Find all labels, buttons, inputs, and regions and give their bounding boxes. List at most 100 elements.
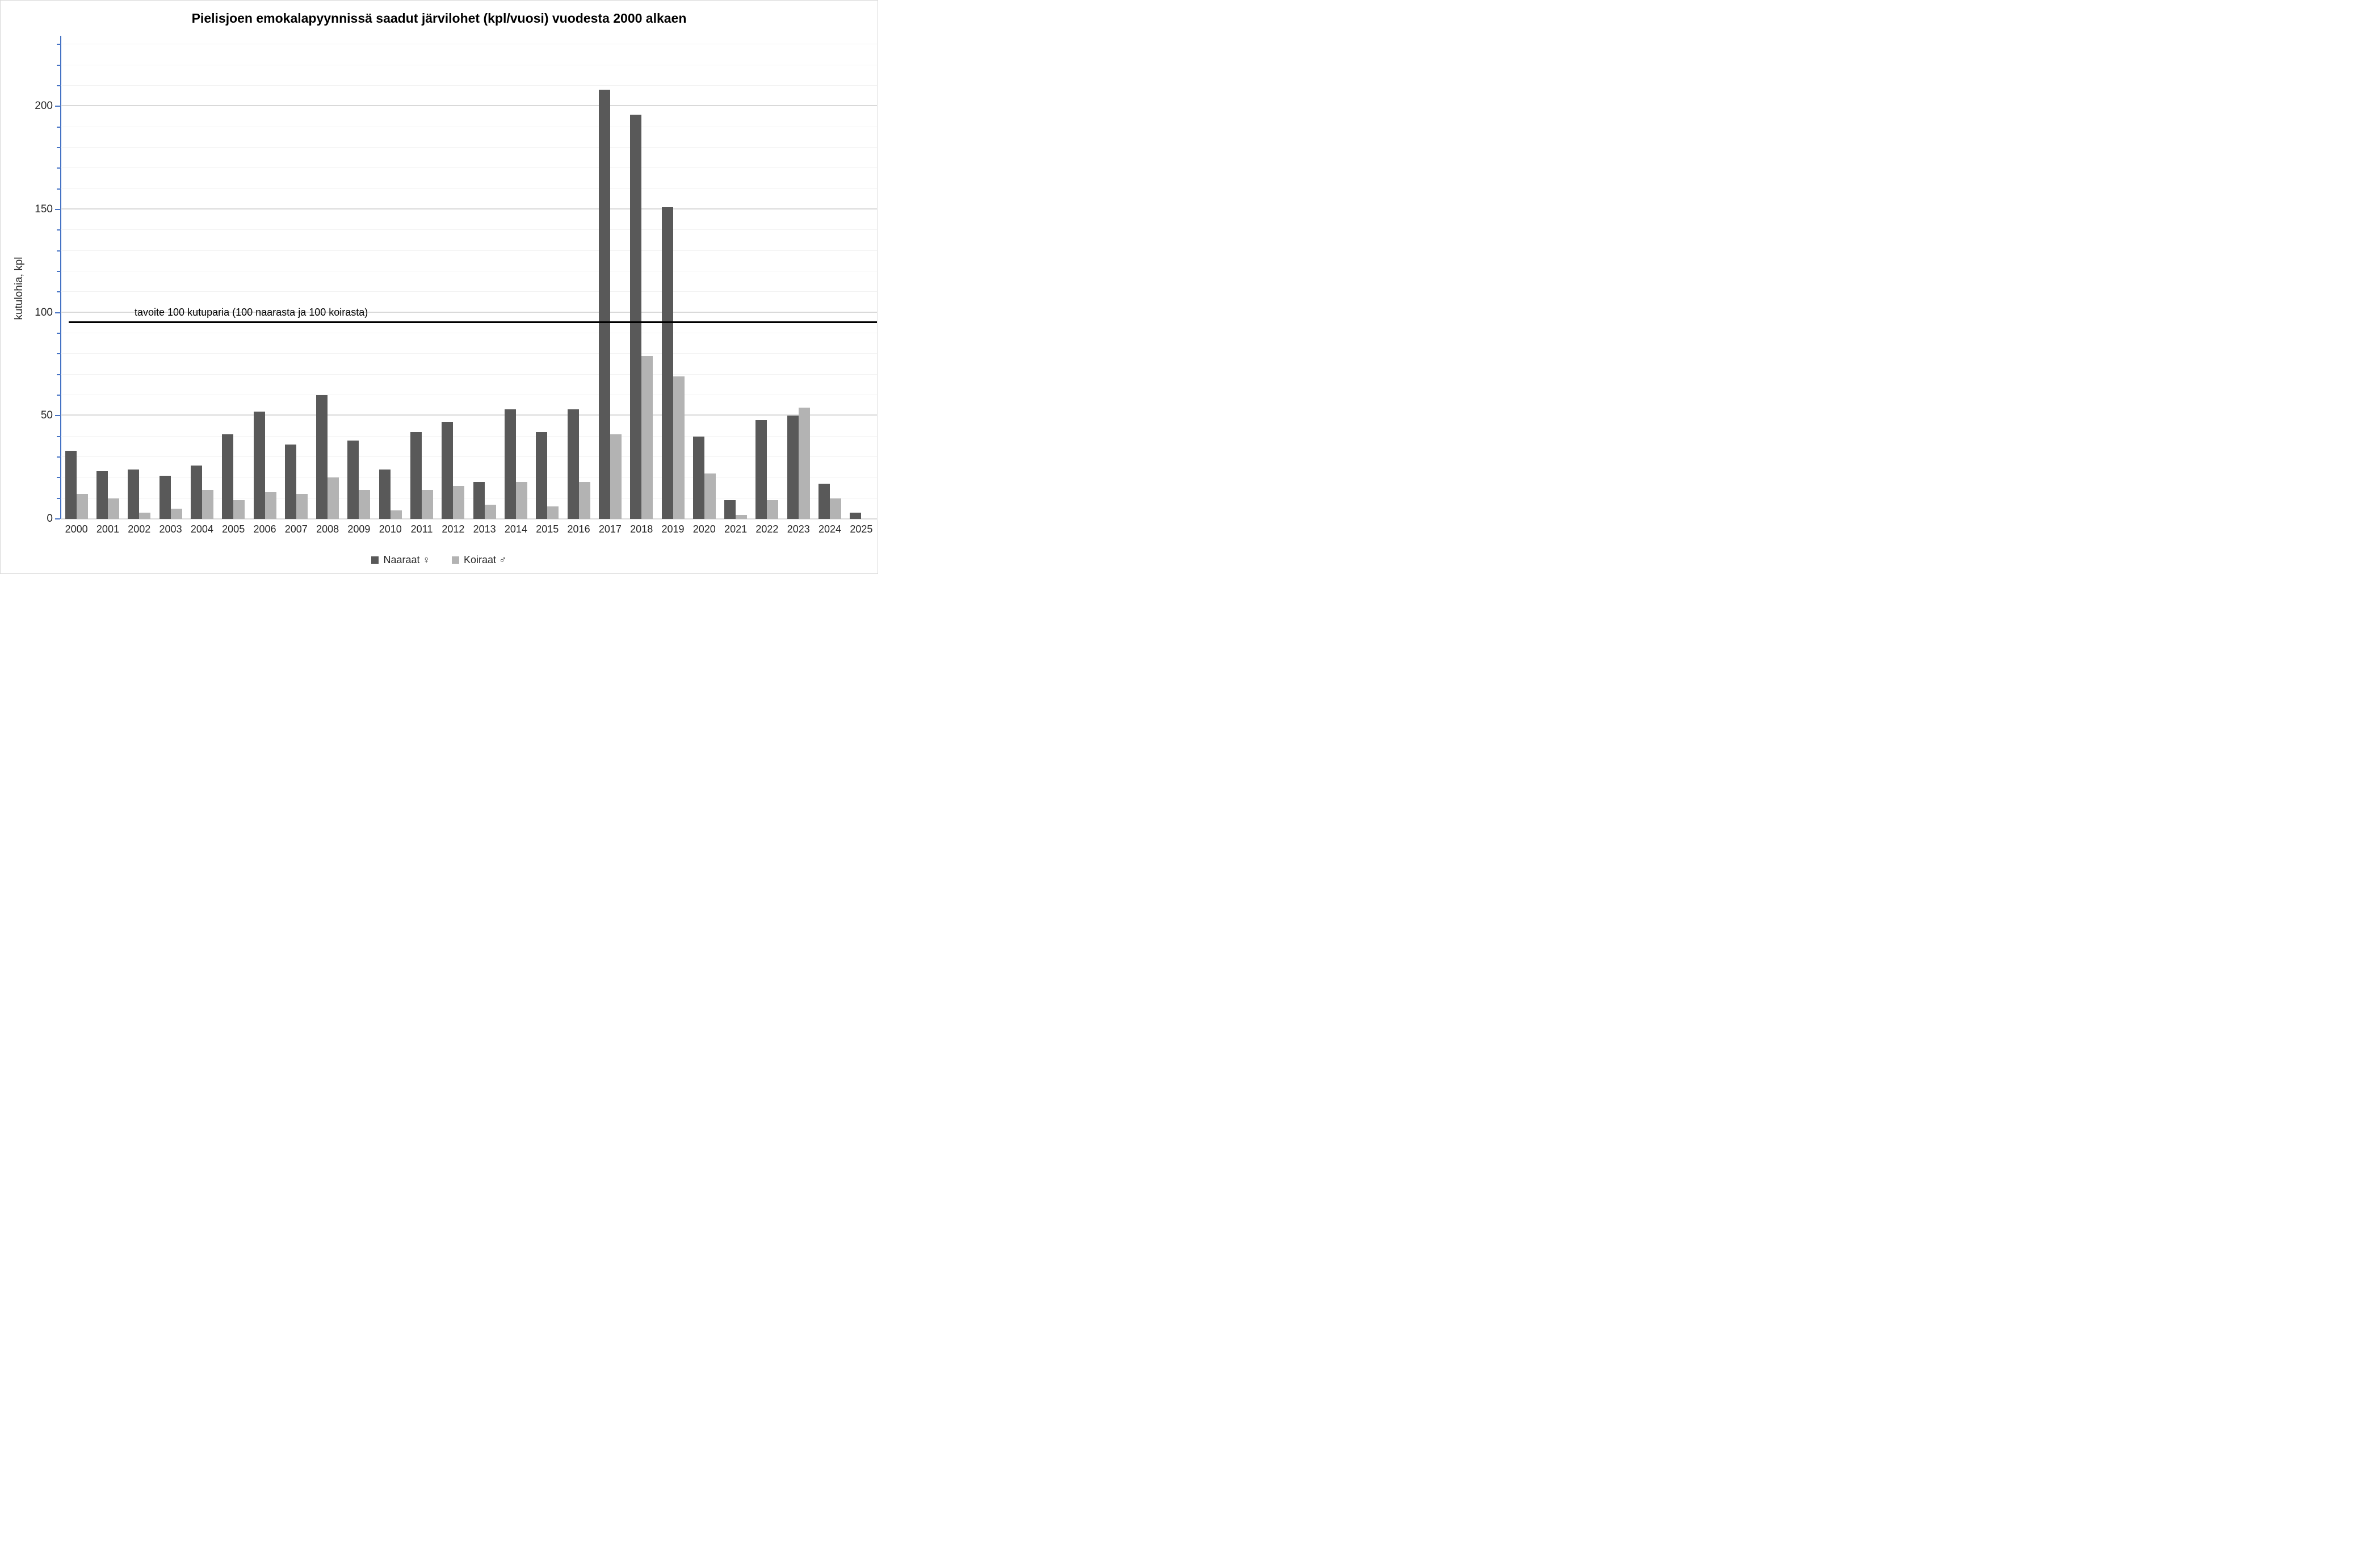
- bar-koiraat-2008: [328, 477, 339, 519]
- x-label-2007: 2007: [284, 523, 308, 535]
- x-label-2025: 2025: [850, 523, 873, 535]
- y-tick-label: 100: [35, 306, 53, 318]
- y-tick-minor: [57, 394, 60, 396]
- y-tick-major: [55, 208, 60, 210]
- bar-koiraat-2006: [265, 492, 276, 519]
- bar-naaraat-2000: [65, 451, 77, 519]
- y-tick-label: 50: [40, 409, 53, 422]
- x-label-2024: 2024: [818, 523, 842, 535]
- legend-item-naaraat: Naaraat ♀: [371, 554, 430, 566]
- y-tick-major: [55, 415, 60, 417]
- legend-label-koiraat: Koiraat ♂: [464, 554, 507, 565]
- bar-koiraat-2022: [767, 500, 779, 519]
- y-tick-minor: [57, 497, 60, 499]
- bar-koiraat-2004: [202, 490, 213, 519]
- bar-koiraat-2018: [641, 355, 653, 519]
- y-tick-minor: [57, 188, 60, 190]
- legend: Naaraat ♀ Koiraat ♂: [1, 554, 878, 566]
- bar-naaraat-2020: [692, 436, 704, 519]
- bar-naaraat-2010: [379, 469, 391, 519]
- x-label-2020: 2020: [692, 523, 716, 535]
- x-label-2015: 2015: [536, 523, 559, 535]
- x-axis-line: [61, 518, 877, 519]
- plot-area: tavoite 100 kutuparia (100 naarasta ja 1…: [35, 36, 877, 535]
- bar-naaraat-2023: [787, 416, 799, 519]
- x-label-2019: 2019: [661, 523, 685, 535]
- bar-naaraat-2014: [504, 409, 516, 519]
- bar-naaraat-2017: [598, 90, 610, 519]
- y-tick-minor: [57, 456, 60, 458]
- x-label-2012: 2012: [442, 523, 465, 535]
- gridline-minor: [61, 146, 877, 148]
- x-label-2018: 2018: [630, 523, 653, 535]
- bar-koiraat-2020: [704, 473, 716, 519]
- gridline-major: [61, 105, 877, 107]
- legend-swatch-naaraat: [371, 556, 379, 564]
- x-label-2022: 2022: [755, 523, 779, 535]
- gridline-minor: [61, 435, 877, 437]
- bar-koiraat-2014: [515, 481, 527, 519]
- bar-naaraat-2011: [410, 432, 422, 519]
- y-tick-label: 0: [47, 513, 53, 525]
- bar-koiraat-2009: [359, 490, 371, 519]
- gridline-minor: [61, 250, 877, 251]
- x-label-2005: 2005: [222, 523, 245, 535]
- y-tick-minor: [57, 250, 60, 252]
- x-label-2009: 2009: [347, 523, 371, 535]
- target-annotation: tavoite 100 kutuparia (100 naarasta ja 1…: [135, 306, 368, 318]
- bar-naaraat-2022: [755, 420, 767, 519]
- x-label-2008: 2008: [316, 523, 339, 535]
- gridline-minor: [61, 188, 877, 189]
- bar-naaraat-2001: [96, 471, 108, 519]
- bar-koiraat-2021: [736, 514, 748, 519]
- y-tick-minor: [57, 477, 60, 479]
- bar-koiraat-2012: [453, 485, 465, 519]
- x-label-2000: 2000: [65, 523, 88, 535]
- bar-naaraat-2021: [724, 500, 736, 519]
- y-tick-minor: [57, 44, 60, 45]
- target-line: [69, 321, 877, 323]
- bar-naaraat-2007: [284, 445, 296, 519]
- y-tick-major: [55, 518, 60, 519]
- bar-koiraat-2013: [484, 504, 496, 519]
- legend-item-koiraat: Koiraat ♂: [452, 554, 507, 566]
- y-tick-minor: [57, 146, 60, 148]
- y-tick-minor: [57, 332, 60, 334]
- chart-title: Pielisjoen emokalapyynnissä saadut järvi…: [191, 11, 687, 26]
- legend-label-naaraat: Naaraat ♀: [383, 554, 430, 565]
- legend-swatch-koiraat: [452, 556, 459, 564]
- gridline-minor: [61, 291, 877, 292]
- y-tick-label: 150: [35, 203, 53, 215]
- gridline-minor: [61, 456, 877, 457]
- bar-naaraat-2015: [536, 432, 548, 519]
- x-label-2011: 2011: [410, 523, 433, 535]
- y-tick-minor: [57, 126, 60, 128]
- bar-naaraat-2019: [661, 207, 673, 519]
- x-label-2016: 2016: [567, 523, 590, 535]
- bar-naaraat-2009: [347, 440, 359, 519]
- bar-koiraat-2019: [673, 376, 685, 519]
- y-tick-major: [55, 312, 60, 313]
- bar-naaraat-2018: [630, 114, 642, 519]
- x-label-2006: 2006: [253, 523, 276, 535]
- bar-naaraat-2024: [818, 484, 830, 519]
- gridline-major: [61, 414, 877, 416]
- gridline-minor: [61, 85, 877, 86]
- bar-koiraat-2016: [578, 481, 590, 519]
- gridline-major: [61, 208, 877, 209]
- y-tick-major: [55, 106, 60, 107]
- gridline-minor: [61, 353, 877, 354]
- bar-naaraat-2013: [473, 481, 485, 519]
- x-label-2004: 2004: [190, 523, 213, 535]
- bar-koiraat-2000: [76, 494, 88, 519]
- gridline-major: [61, 311, 877, 313]
- bar-koiraat-2024: [830, 498, 842, 519]
- y-tick-minor: [57, 167, 60, 169]
- y-axis-line: [60, 36, 61, 519]
- x-label-2021: 2021: [724, 523, 748, 535]
- bar-koiraat-2023: [798, 407, 810, 519]
- y-tick-minor: [57, 353, 60, 355]
- gridline-minor: [61, 167, 877, 169]
- bar-koiraat-2011: [422, 490, 434, 519]
- bar-naaraat-2008: [316, 395, 328, 519]
